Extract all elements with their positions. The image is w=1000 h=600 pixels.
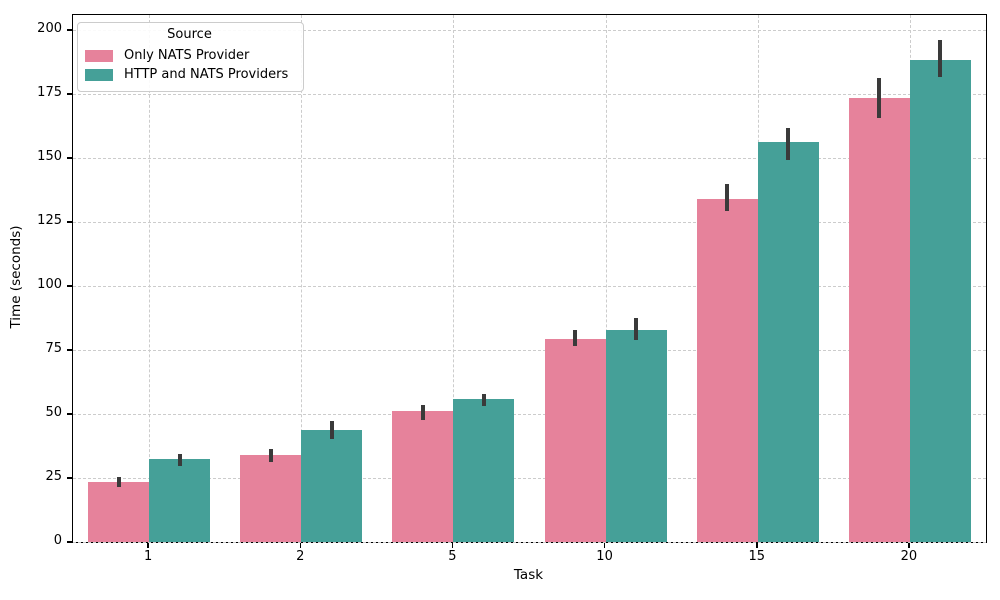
- bar-task1-series1: [149, 458, 211, 542]
- error-bar-task15-series1: [786, 127, 791, 161]
- x-tick-label: 2: [296, 549, 305, 564]
- error-bar-task20-series1: [938, 40, 943, 78]
- gridline-vertical: [453, 15, 455, 542]
- error-bar-task15-series0: [725, 184, 730, 211]
- legend-swatch-pink: [85, 49, 113, 62]
- bar-task2-series1: [301, 430, 363, 542]
- x-tick-label: 10: [596, 549, 613, 564]
- y-tick-mark: [67, 285, 72, 287]
- error-bar-task5-series1: [481, 394, 486, 407]
- bar-task20-series1: [909, 60, 971, 542]
- error-bar-task1-series1: [177, 453, 182, 466]
- error-bar-task10-series0: [573, 330, 578, 346]
- gridline-horizontal: [73, 286, 986, 287]
- error-bar-task2-series1: [329, 420, 334, 440]
- bar-task15-series1: [757, 141, 819, 542]
- gridline-horizontal: [73, 478, 986, 479]
- gridline-vertical: [301, 15, 303, 542]
- x-tick-label: 5: [448, 549, 457, 564]
- y-tick-mark: [67, 93, 72, 95]
- error-bar-task20-series0: [877, 77, 882, 118]
- x-tick-mark: [603, 542, 606, 548]
- y-tick-mark: [67, 157, 72, 159]
- gridline-horizontal: [73, 414, 986, 415]
- error-bar-task1-series0: [116, 477, 121, 487]
- y-tick-mark: [67, 477, 72, 479]
- error-bar-task5-series0: [420, 405, 425, 421]
- legend-label: HTTP and NATS Providers: [124, 67, 289, 82]
- x-tick-mark: [299, 542, 301, 548]
- gridline-vertical: [149, 15, 151, 542]
- bar-task5-series1: [453, 399, 515, 542]
- y-tick-mark: [67, 413, 72, 415]
- x-tick-mark: [908, 542, 910, 548]
- gridline-horizontal: [73, 158, 986, 159]
- gridline-horizontal: [73, 94, 986, 95]
- bar-task10-series0: [544, 338, 606, 542]
- y-tick-label: 125: [37, 213, 62, 228]
- bar-task5-series0: [392, 410, 454, 542]
- y-tick-label: 150: [37, 149, 62, 164]
- x-tick-label: 15: [748, 549, 766, 564]
- x-tick-mark: [756, 542, 758, 548]
- x-axis-label: Task: [513, 567, 544, 583]
- bar-task20-series0: [848, 98, 910, 542]
- gridline-horizontal: [73, 350, 986, 351]
- y-tick-label: 175: [37, 85, 62, 100]
- y-tick-label: 75: [45, 341, 62, 356]
- x-tick-mark: [451, 542, 454, 548]
- legend-label: Only NATS Provider: [124, 48, 250, 63]
- error-bar-task2-series0: [268, 448, 273, 462]
- legend-item-http-nats: HTTP and NATS Providers: [84, 65, 295, 84]
- y-tick-label: 100: [37, 277, 62, 292]
- y-tick-label: 25: [45, 469, 62, 484]
- x-tick-label: 1: [143, 549, 153, 564]
- gridline-horizontal: [73, 222, 986, 223]
- y-tick-mark: [67, 221, 72, 223]
- x-tick-mark: [147, 542, 149, 548]
- bar-task2-series0: [240, 455, 302, 542]
- y-tick-mark: [67, 541, 72, 543]
- x-tick-label: 20: [900, 549, 918, 564]
- y-tick-label: 0: [53, 533, 62, 548]
- legend-title: Source: [167, 27, 212, 42]
- y-tick-mark: [67, 349, 72, 351]
- y-tick-label: 200: [37, 21, 62, 36]
- legend: Source Only NATS Provider HTTP and NATS …: [77, 22, 304, 92]
- bar-task15-series0: [696, 198, 758, 542]
- y-tick-mark: [67, 29, 72, 31]
- plot-area: [72, 14, 987, 543]
- gridline-horizontal: [73, 542, 986, 543]
- y-tick-label: 50: [45, 405, 62, 420]
- legend-item-only-nats: Only NATS Provider: [84, 46, 295, 65]
- bar-task10-series1: [605, 329, 667, 542]
- bar-task1-series0: [88, 481, 150, 542]
- gridline-horizontal: [73, 30, 986, 31]
- error-bar-task10-series1: [634, 317, 639, 341]
- gridline-vertical: [605, 15, 607, 542]
- legend-swatch-teal: [85, 68, 113, 81]
